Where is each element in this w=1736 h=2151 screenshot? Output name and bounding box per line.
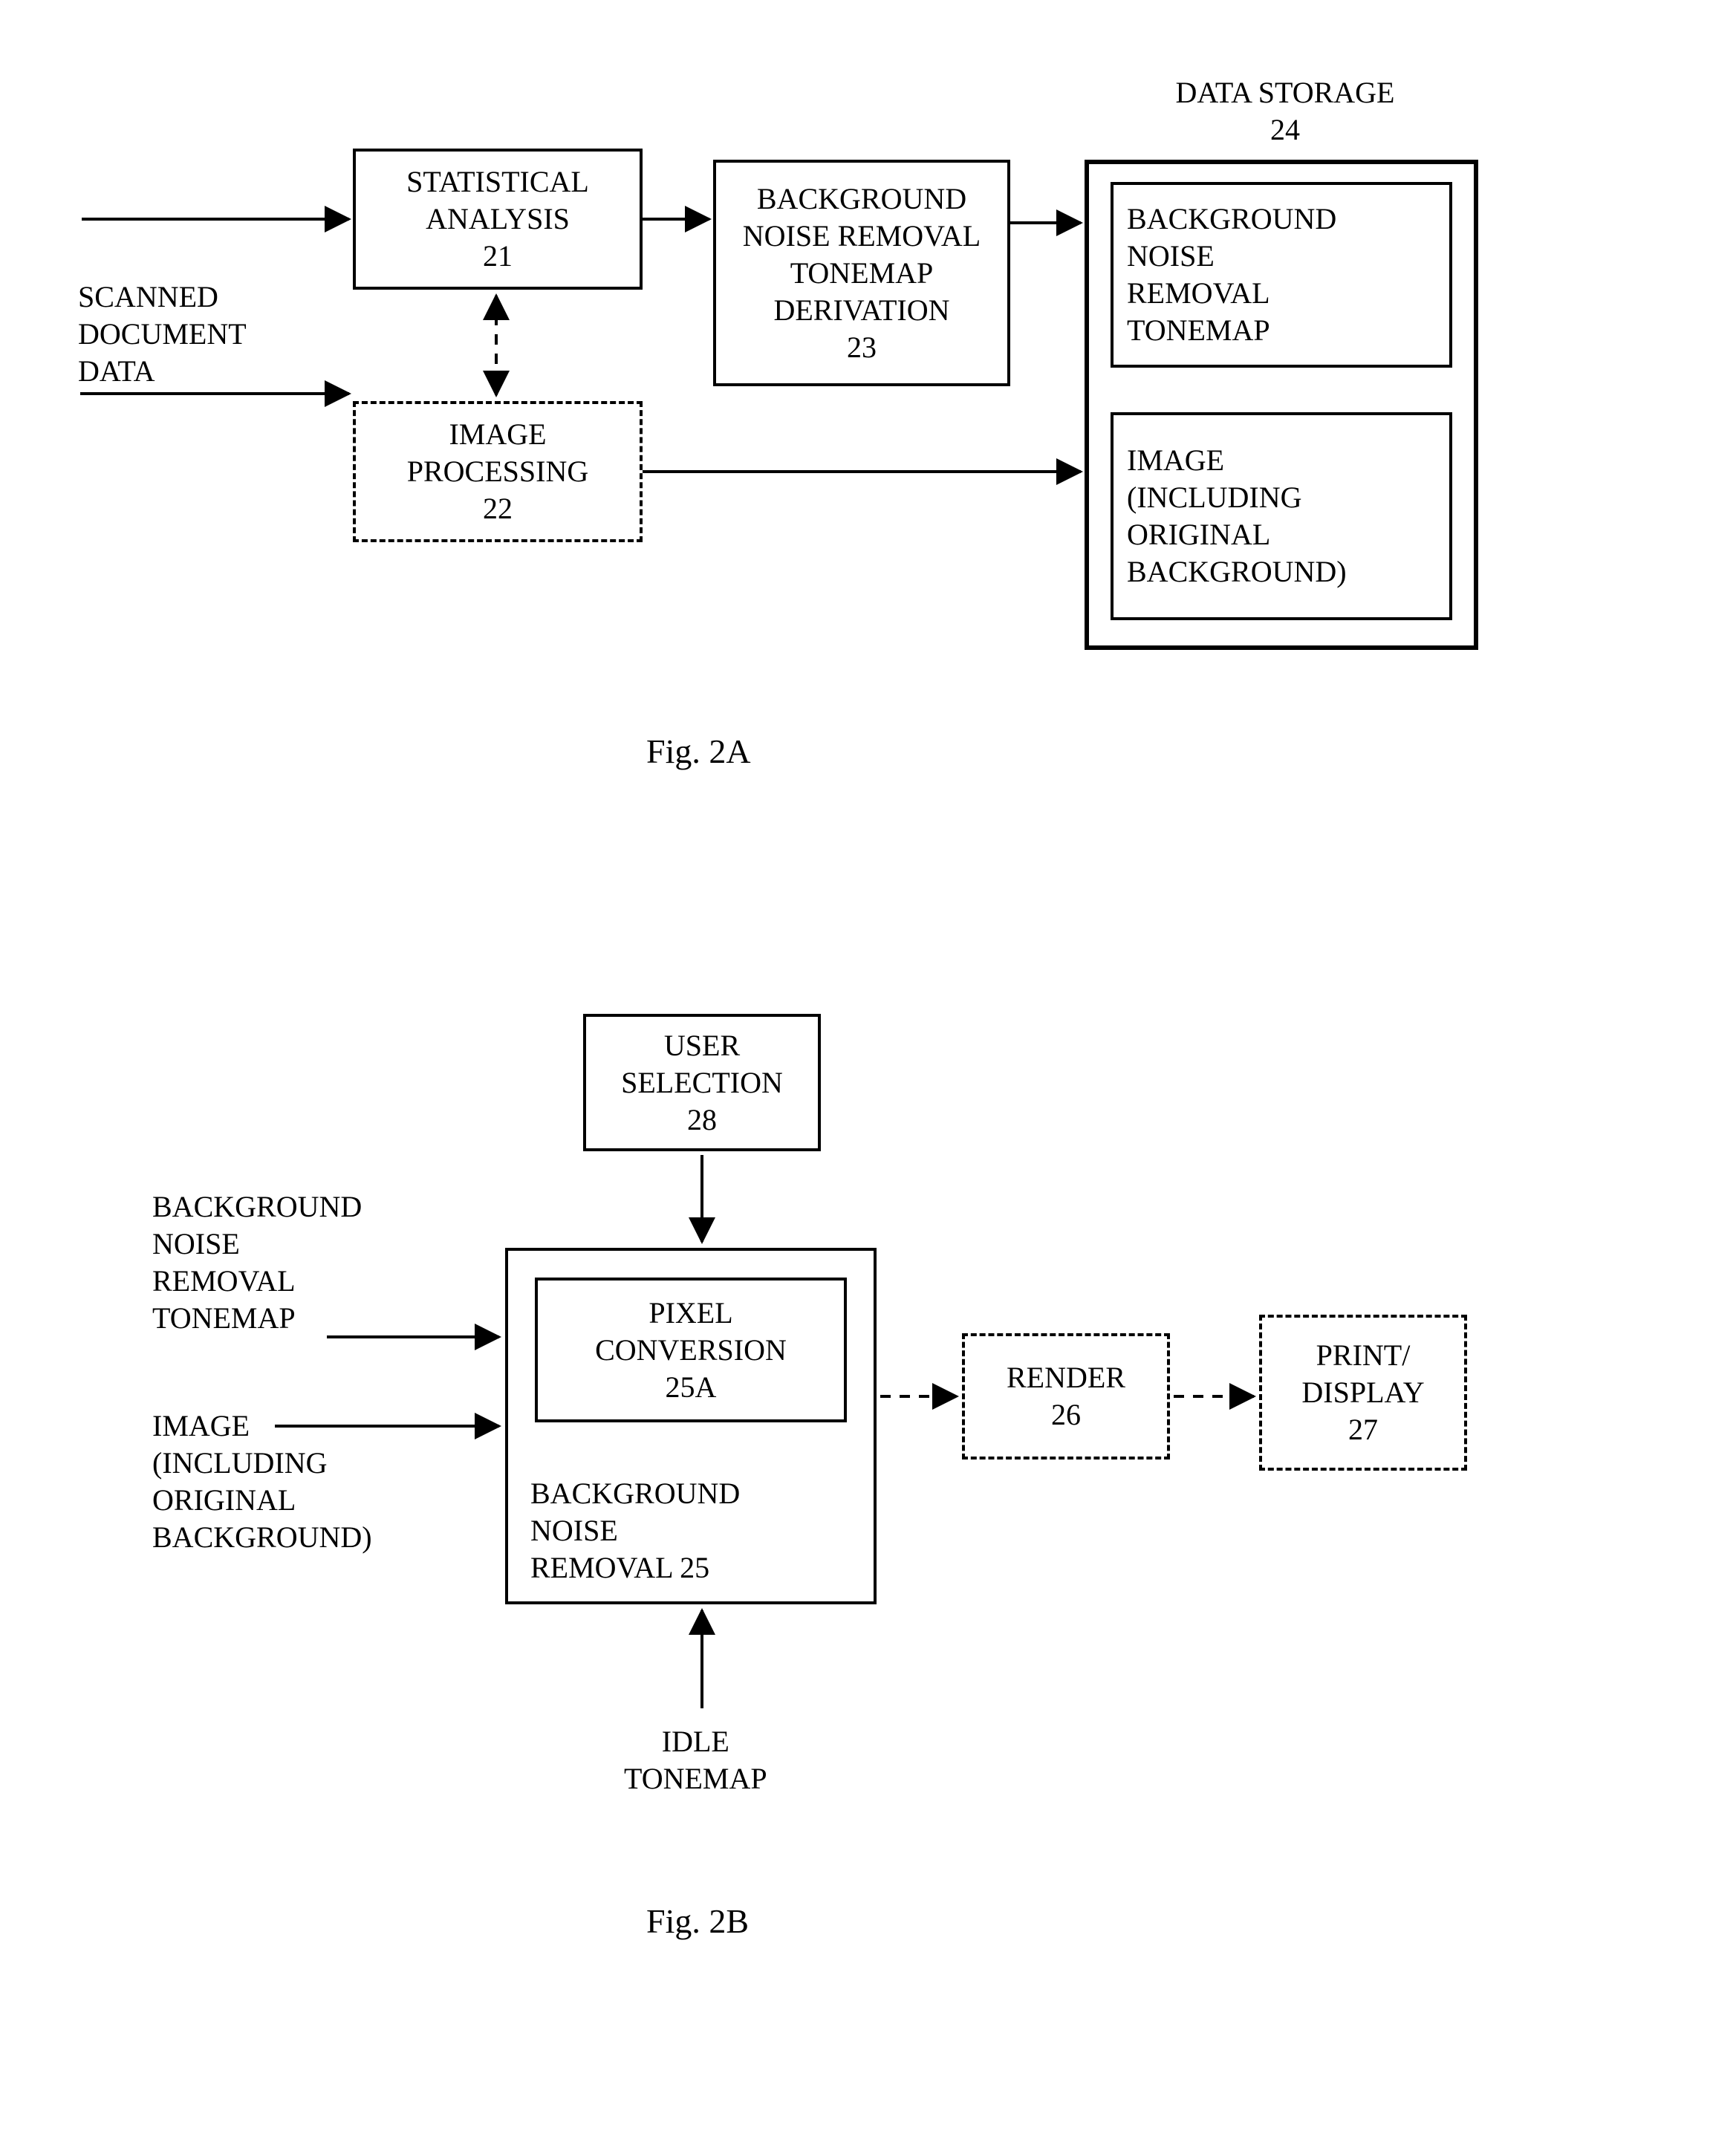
node-label: PIXEL — [648, 1295, 732, 1332]
node-label: ANALYSIS — [426, 201, 570, 238]
node-number: 21 — [483, 238, 513, 275]
node-label: USER — [664, 1027, 740, 1064]
node-label: STATISTICAL — [406, 163, 589, 201]
node-label: DATA STORAGE — [1176, 76, 1395, 109]
node-pixel-conversion: PIXEL CONVERSION 25A — [535, 1278, 847, 1422]
node-number: 25A — [666, 1369, 717, 1406]
node-label: RENDER — [1007, 1359, 1125, 1396]
node-print-display: PRINT/ DISPLAY 27 — [1259, 1315, 1467, 1471]
node-number: 22 — [483, 490, 513, 527]
node-statistical-analysis: STATISTICAL ANALYSIS 21 — [353, 149, 643, 290]
node-user-selection: USER SELECTION 28 — [583, 1014, 821, 1151]
node-label: PROCESSING — [407, 453, 589, 490]
node-number: 23 — [847, 329, 877, 366]
node-bnr-tonemap-derivation: BACKGROUND NOISE REMOVAL TONEMAP DERIVAT… — [713, 160, 1010, 386]
input-label-image-2b: IMAGE (INCLUDING ORIGINAL BACKGROUND) — [152, 1408, 372, 1556]
node-label: IMAGE — [449, 416, 546, 453]
figure-caption-2a: Fig. 2A — [646, 732, 751, 771]
node-label: TONEMAP — [790, 255, 934, 292]
idle-tonemap-label: IDLE TONEMAP — [624, 1723, 767, 1797]
figure-caption-2b: Fig. 2B — [646, 1901, 749, 1941]
input-label-tonemap-2b: BACKGROUND NOISE REMOVAL TONEMAP — [152, 1188, 362, 1337]
node-render: RENDER 26 — [962, 1333, 1170, 1460]
node-label: DISPLAY — [1301, 1374, 1424, 1411]
node-image-processing: IMAGE PROCESSING 22 — [353, 401, 643, 542]
node-number: 24 — [1270, 113, 1300, 146]
node-label: BACKGROUND — [757, 180, 966, 218]
node-label: DERIVATION — [773, 292, 949, 329]
node-number: 28 — [687, 1101, 717, 1139]
data-storage-title: DATA STORAGE 24 — [1137, 74, 1434, 149]
storage-item-tonemap: BACKGROUND NOISE REMOVAL TONEMAP — [1111, 182, 1452, 368]
input-label-2a: SCANNED DOCUMENT DATA — [78, 279, 247, 390]
node-number: 26 — [1051, 1396, 1081, 1434]
storage-item-image: IMAGE (INCLUDING ORIGINAL BACKGROUND) — [1111, 412, 1452, 620]
node-label: BACKGROUND NOISE REMOVAL 25 — [530, 1475, 740, 1587]
node-label: NOISE REMOVAL — [743, 218, 981, 255]
node-label: CONVERSION — [595, 1332, 787, 1369]
node-number: 27 — [1348, 1411, 1378, 1448]
node-label: SELECTION — [621, 1064, 783, 1101]
node-label: PRINT/ — [1316, 1337, 1411, 1374]
